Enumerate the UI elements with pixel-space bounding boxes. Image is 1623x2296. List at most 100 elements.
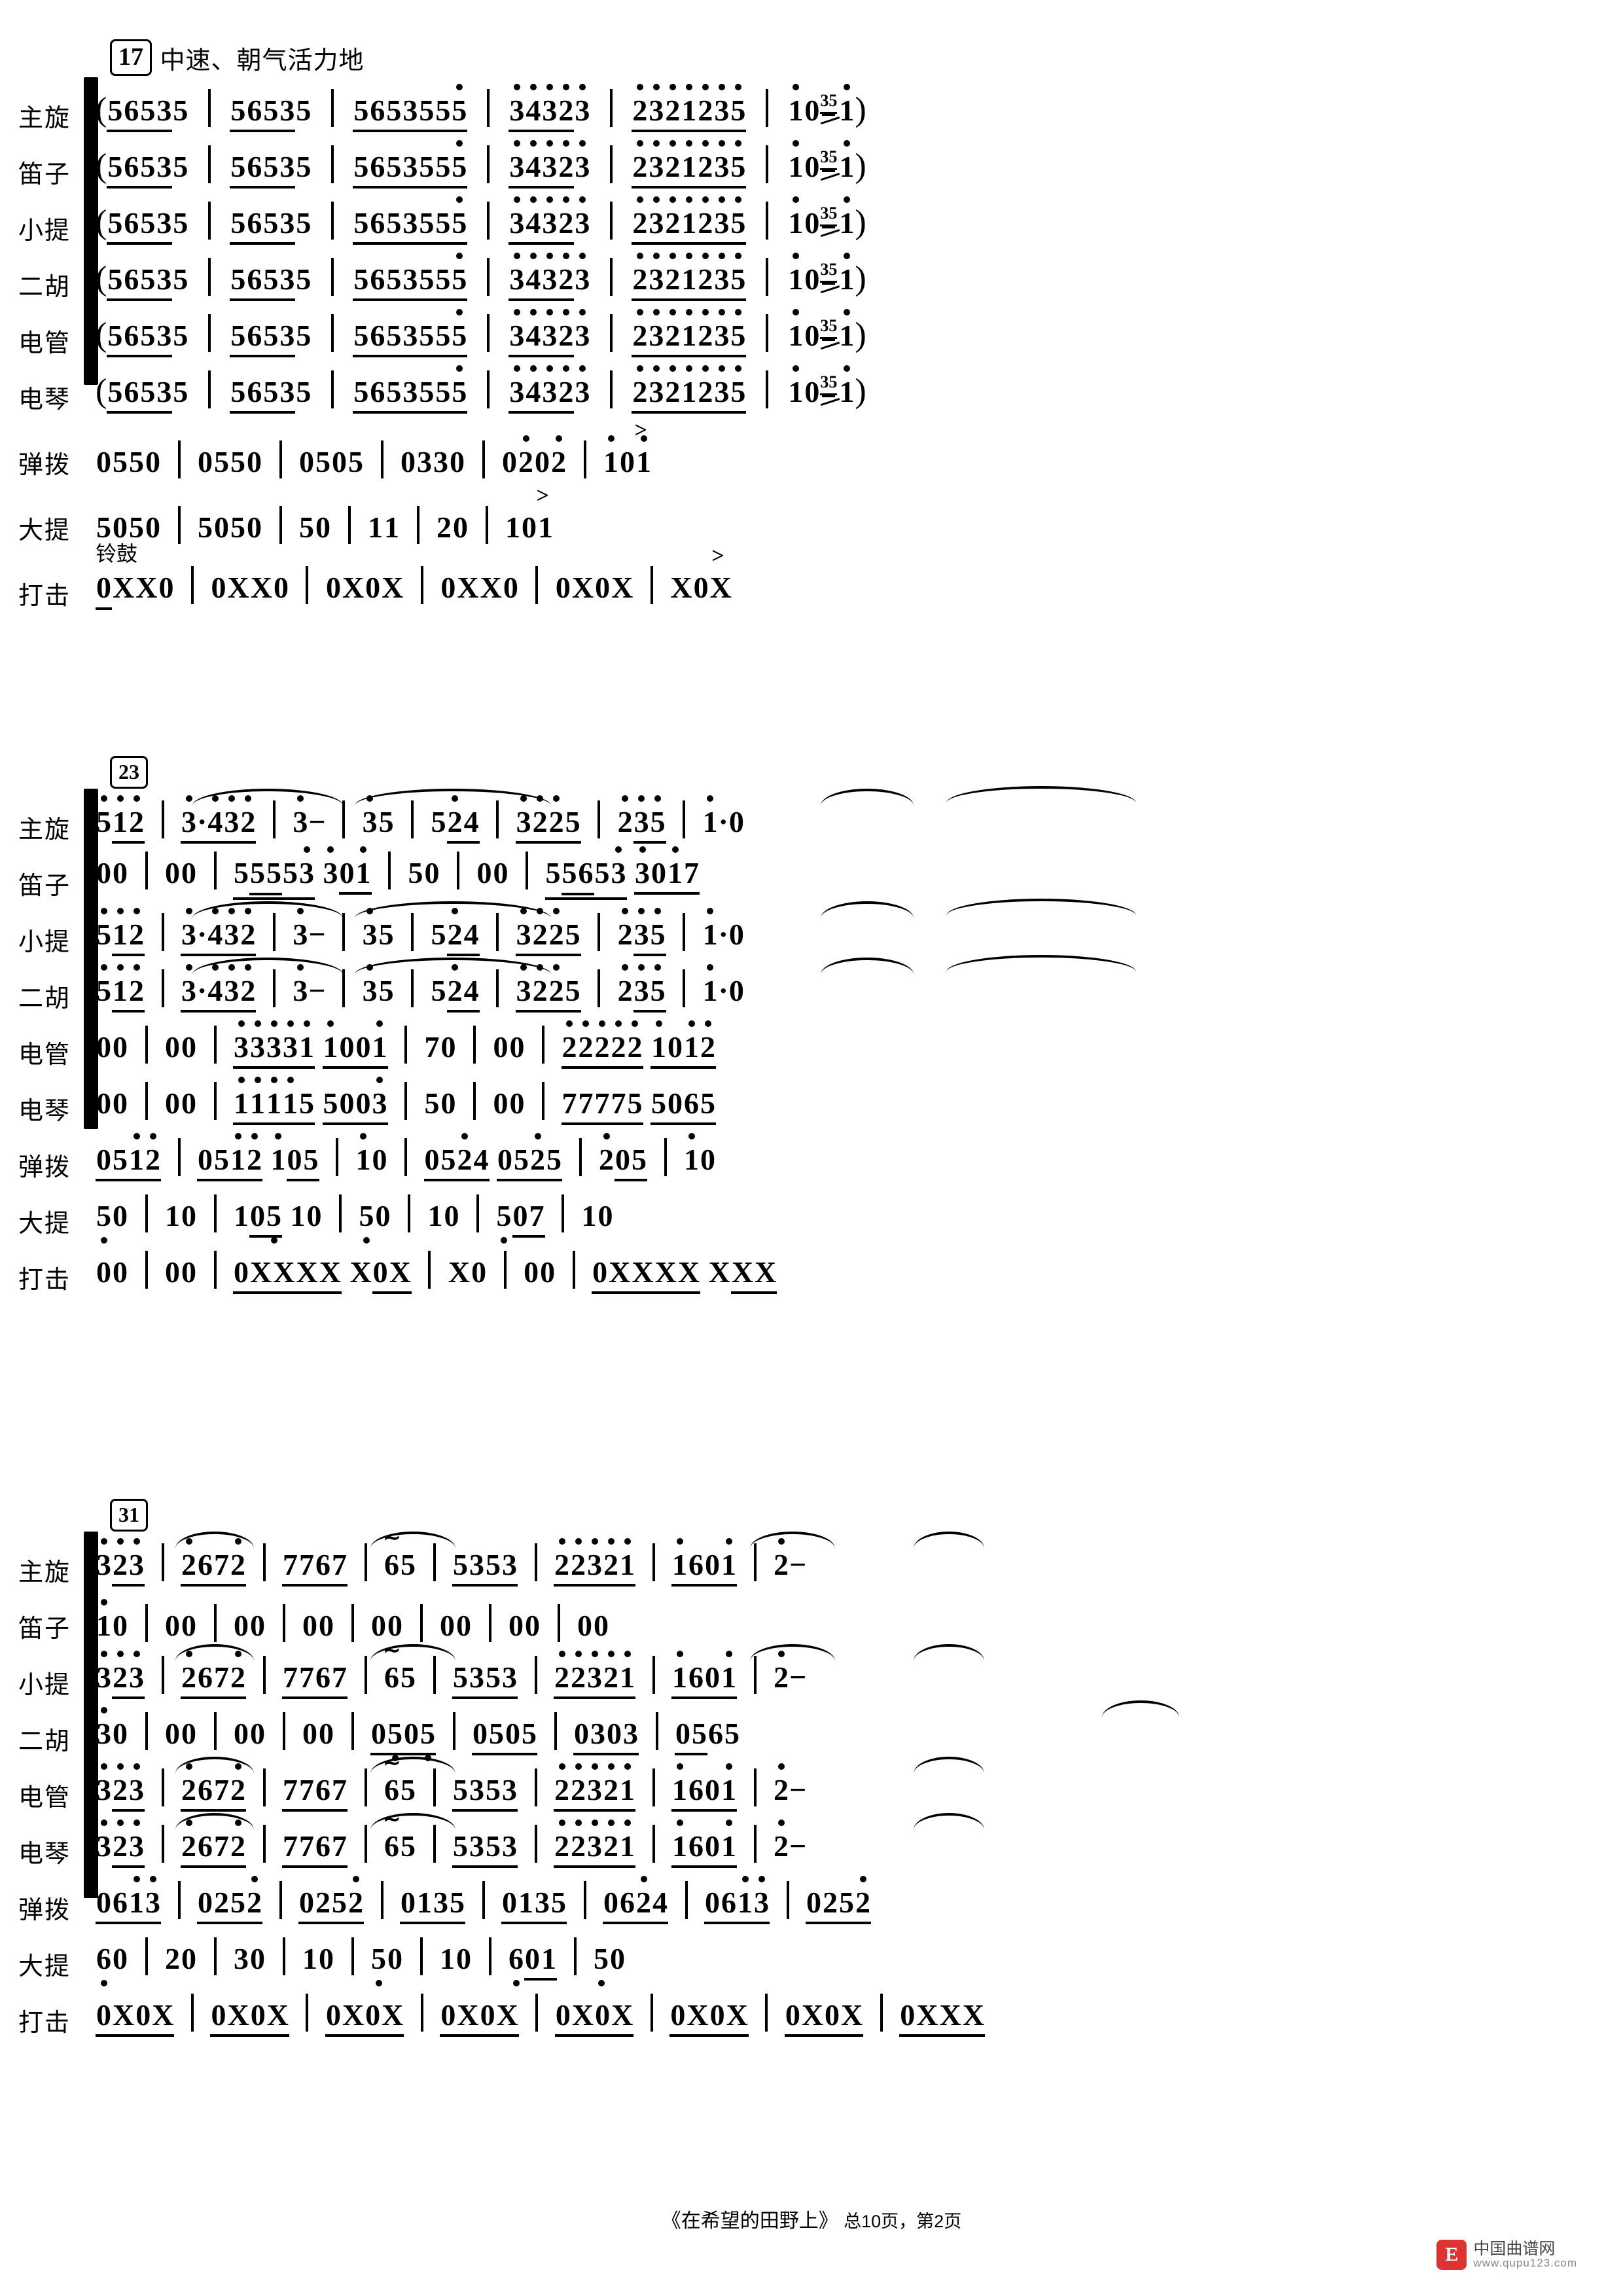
notes-e-keys-s3: 323 2672 7767 ∼ 65 5353 22321 1601 2− [96, 1807, 1623, 1871]
system-2-header: 23 [0, 756, 1623, 790]
watermark-site-url: www.qupu123.com [1473, 2257, 1577, 2270]
notes-plucked-s2: 0512 0512 105 10 0524 0525 205 10 [96, 1133, 1623, 1184]
staff-row-e-keys: 电琴 323 2672 7767 ∼ 65 5353 22321 1601 2− [0, 1807, 1623, 1871]
watermark: E 中国曲谱网 www.qupu123.com [1436, 2240, 1577, 2270]
inst-label-plucked: 弹拨 [18, 1154, 71, 1181]
notes-erhu-s2: 512 3·432 3− 35 524 3225 235 1·0 [96, 955, 1623, 1015]
notes-cello-s3: 60 20 30 10 50 10 601 50 [96, 1937, 1623, 1986]
staff-row-erhu: 二胡 (56535 56535 5653555 34323 2321235 10… [0, 247, 1623, 304]
staff-row-e-keys: 电琴 (56535 56535 5653555 34323 2321235 10… [0, 360, 1623, 416]
inst-label-percussion: 打击 [18, 1266, 71, 1294]
notes-violin-s1: (56535 56535 5653555 34323 2321235 1035 1… [96, 196, 1623, 247]
rehearsal-mark-23: 23 [110, 756, 148, 789]
inst-label-e-keys: 电琴 [18, 1098, 71, 1125]
notes-plucked-s3: 0613 0252 0252 0135 0135 0624 0613 0252 [96, 1876, 1623, 1927]
staff-row-violin: 小提 512 3·432 3− 35 524 3225 235 1·0 [0, 899, 1623, 959]
system-brace [84, 77, 98, 385]
inst-label-main-melody: 主旋 [18, 1559, 71, 1587]
system-3-header: 31 [0, 1499, 1623, 1533]
staff-row-main-melody: 主旋 (56535 56535 5653555 34323 2321235 10… [0, 79, 1623, 135]
inst-label-erhu: 二胡 [18, 274, 71, 301]
staff-row-percussion: 打击 00 00 0XXXX X0X X0 00 0XXXX XXX [0, 1240, 1623, 1297]
inst-label-erhu: 二胡 [18, 985, 71, 1013]
staff-row-percussion: 打击 铃鼓 0XX0 0XX0 0X0X 0XX0 0X0X X0 > X [0, 542, 1623, 613]
notes-e-keys-s2: 00 00 11115 5003 50 00 77775 5065 [96, 1077, 1623, 1128]
system-1-header: 17 中速、朝气活力地 [0, 39, 1623, 79]
page-number: 总10页，第2页 [844, 2212, 962, 2231]
inst-label-violin: 小提 [18, 217, 71, 245]
staff-row-violin: 小提 (56535 56535 5653555 34323 2321235 10… [0, 191, 1623, 247]
staff-row-cello: 大提 50 10 105 10 50 10 507 10 [0, 1184, 1623, 1244]
inst-label-main-melody: 主旋 [18, 105, 71, 132]
staff-row-violin: 小提 323 2672 7767 ∼ 65 5353 22321 1601 2− [0, 1638, 1623, 1702]
notes-e-wind-s1: (56535 56535 5653555 34323 2321235 1035 1… [96, 309, 1623, 360]
staff-row-e-keys: 电琴 00 00 11115 5003 50 00 77775 5065 [0, 1071, 1623, 1128]
staff-row-cello: 大提 60 20 30 10 50 10 601 50 [0, 1927, 1623, 1986]
notes-flute-s3: 10 00 00 00 00 00 00 00 [96, 1599, 1623, 1645]
inst-label-cello: 大提 [18, 1210, 71, 1238]
inst-label-e-wind: 电管 [18, 1041, 71, 1069]
notes-e-keys-s1: (56535 56535 5653555 34323 2321235 1035 1… [96, 365, 1623, 416]
staff-row-plucked: 弹拨 0550 0550 0505 0330 0202 10 >1 [0, 416, 1623, 482]
inst-label-erhu: 二胡 [18, 1728, 71, 1755]
inst-label-cello: 大提 [18, 517, 71, 545]
inst-label-e-wind: 电管 [18, 1784, 71, 1812]
notes-main-melody-s1: (56535 56535 5653555 34323 2321235 1035 1… [96, 84, 1623, 135]
inst-label-violin: 小提 [18, 929, 71, 956]
staff-row-main-melody: 主旋 512 3·432 3− 35 524 3225 235 1·0 [0, 786, 1623, 846]
staff-row-flute: 笛子 (56535 56535 5653555 34323 2321235 10… [0, 135, 1623, 191]
rehearsal-mark-31: 31 [110, 1499, 148, 1532]
system-brace [84, 789, 98, 1129]
inst-label-percussion: 打击 [18, 583, 71, 610]
notes-e-wind-s2: 00 00 33331 1001 70 00 22222 1012 [96, 1020, 1623, 1071]
staff-row-cello: 大提 5050 5050 50 11 20 10 >1 [0, 482, 1623, 547]
notes-violin-s2: 512 3·432 3− 35 524 3225 235 1·0 [96, 899, 1623, 959]
staff-row-plucked: 弹拨 0613 0252 0252 0135 0135 0624 0613 02… [0, 1871, 1623, 1927]
inst-label-violin: 小提 [18, 1672, 71, 1699]
staff-row-e-wind: 电管 323 2672 7767 ∼ 65 5353 22321 1601 2− [0, 1751, 1623, 1814]
staff-row-e-wind: 电管 00 00 33331 1001 70 00 22222 1012 [0, 1015, 1623, 1071]
notes-violin-s3: 323 2672 7767 ∼ 65 5353 22321 1601 2− [96, 1638, 1623, 1702]
notes-cello-s1: 5050 5050 50 11 20 10 >1 [96, 484, 553, 544]
inst-label-flute: 笛子 [18, 1615, 71, 1643]
notes-erhu-s1: (56535 56535 5653555 34323 2321235 1035 1… [96, 253, 1623, 304]
inst-label-plucked: 弹拨 [18, 1897, 71, 1924]
watermark-badge: E [1436, 2240, 1467, 2270]
notes-erhu-s3: 30 00 00 00 0505 0505 0303 0565 [96, 1700, 1623, 1761]
system-3: 31 主旋 323 2672 7767 ∼ 65 5353 22321 1601 … [0, 1499, 1623, 2039]
inst-label-e-wind: 电管 [18, 330, 71, 357]
grace-note-35: 35 [817, 91, 840, 125]
notes-percussion-s1: 铃鼓 0XX0 0XX0 0X0X 0XX0 0X0X X0 > X [96, 542, 1623, 613]
staff-row-erhu: 二胡 512 3·432 3− 35 524 3225 235 1·0 [0, 955, 1623, 1015]
inst-label-flute: 笛子 [18, 872, 71, 900]
staff-row-erhu: 二胡 30 00 00 00 0505 0505 0303 0565 [0, 1700, 1623, 1761]
inst-label-cello: 大提 [18, 1953, 71, 1981]
notes-cello-s2: 50 10 105 10 50 10 507 10 [96, 1194, 1623, 1244]
staff-row-percussion: 打击 0X0X 0X0X 0X0X 0X0X 0X0X 0X0X 0X0X 0X… [0, 1983, 1623, 2039]
notes-main-melody-s2: 512 3·432 3− 35 524 3225 235 1·0 [96, 786, 1623, 846]
inst-label-percussion: 打击 [18, 2009, 71, 2037]
inst-label-main-melody: 主旋 [18, 816, 71, 844]
watermark-site-name: 中国曲谱网 [1473, 2239, 1556, 2258]
page-footer: 《在希望的田野上》 总10页，第2页 [0, 2204, 1623, 2233]
system-2: 23 主旋 512 3·432 3− 35 524 3225 235 1·0 [0, 756, 1623, 1297]
tempo-marking: 中速、朝气活力地 [160, 46, 365, 75]
inst-label-plucked: 弹拨 [18, 452, 71, 479]
inst-label-e-keys: 电琴 [18, 1840, 71, 1868]
notes-percussion-s3: 0X0X 0X0X 0X0X 0X0X 0X0X 0X0X 0X0X 0XXX [96, 1994, 1623, 2039]
notes-flute-s1: (56535 56535 5653555 34323 2321235 1035 1… [96, 140, 1623, 191]
staff-row-flute: 笛子 00 00 55553 301 50 00 55653 3017 [0, 846, 1623, 903]
system-brace [84, 1532, 98, 1898]
inst-label-e-keys: 电琴 [18, 386, 71, 414]
rehearsal-mark-17: 17 [110, 39, 152, 76]
notes-main-melody-s3: 323 2672 7767 ∼ 65 5353 22321 1601 2− [96, 1526, 1623, 1589]
staff-row-main-melody: 主旋 323 2672 7767 ∼ 65 5353 22321 1601 2− [0, 1526, 1623, 1589]
staff-row-e-wind: 电管 (56535 56535 5653555 34323 2321235 10… [0, 304, 1623, 360]
notes-plucked-s1: 0550 0550 0505 0330 0202 10 >1 [96, 418, 651, 478]
notes-e-wind-s3: 323 2672 7767 ∼ 65 5353 22321 1601 2− [96, 1751, 1623, 1814]
inst-label-flute: 笛子 [18, 161, 71, 188]
percussion-cue-label: 铃鼓 [96, 542, 138, 565]
system-1: 17 中速、朝气活力地 主旋 (56535 56535 5653555 3432… [0, 39, 1623, 613]
staff-row-plucked: 弹拨 0512 0512 105 10 0524 0525 205 10 [0, 1128, 1623, 1184]
